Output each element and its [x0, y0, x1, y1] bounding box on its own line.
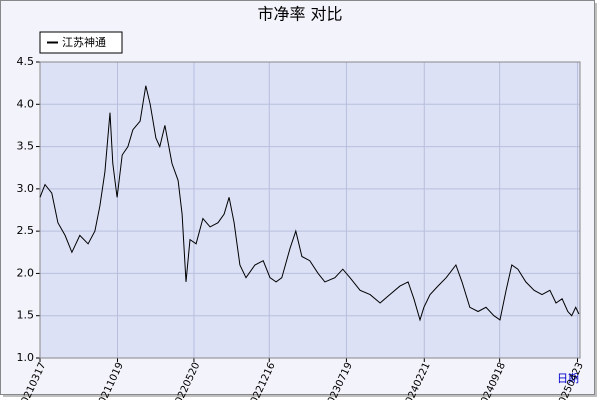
y-tick-label: 2.0 — [17, 266, 35, 279]
chart-title: 市净率 对比 — [257, 5, 342, 24]
y-tick-label: 4.0 — [17, 97, 35, 110]
y-tick-label: 3.0 — [17, 182, 35, 195]
legend-box — [39, 31, 123, 54]
plot-area — [40, 62, 580, 358]
y-tick-label: 1.0 — [17, 351, 35, 364]
y-tick-label: 2.5 — [17, 224, 35, 237]
y-tick-label: 4.5 — [17, 55, 35, 68]
line-series — [39, 85, 580, 322]
x-axis-label: 日期 — [557, 372, 579, 385]
y-tick-label: 1.5 — [17, 309, 35, 322]
legend-label: 江苏神通 — [62, 35, 106, 49]
y-tick-label: 3.5 — [17, 140, 35, 153]
plot-border — [39, 61, 581, 359]
